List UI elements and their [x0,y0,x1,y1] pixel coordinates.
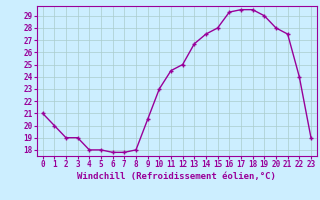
X-axis label: Windchill (Refroidissement éolien,°C): Windchill (Refroidissement éolien,°C) [77,172,276,181]
